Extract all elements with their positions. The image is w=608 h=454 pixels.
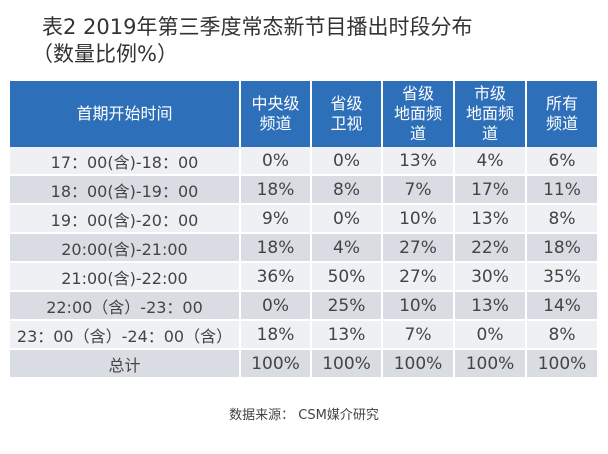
percentage-cell: 8% bbox=[526, 320, 597, 350]
column-header-label: 中央级 bbox=[251, 94, 300, 113]
table-row: 21:00(含)-22:00 36% 50% 27% 30% 35% bbox=[10, 262, 597, 292]
percentage-cell: 0% bbox=[240, 291, 312, 321]
column-header: 市级 地面频道 bbox=[454, 81, 527, 147]
percentage-cell: 36% bbox=[240, 262, 312, 292]
column-header: 所有 频道 bbox=[526, 81, 597, 147]
percentage-cell: 18% bbox=[240, 175, 312, 205]
title-line-2: （数量比例%） bbox=[32, 42, 178, 66]
percentage-cell: 100% bbox=[454, 349, 527, 379]
column-header-label: 所有 bbox=[545, 94, 578, 113]
percentage-cell: 10% bbox=[382, 291, 455, 321]
percentage-cell: 17% bbox=[454, 175, 527, 205]
percentage-cell: 8% bbox=[526, 204, 597, 234]
column-header: 省级 卫视 bbox=[311, 81, 383, 147]
table-row: 22:00（含）-23：00 0% 25% 10% 13% 14% bbox=[10, 291, 597, 321]
time-slot-cell: 17：00(含)-18：00 bbox=[10, 147, 241, 176]
percentage-cell: 9% bbox=[240, 204, 312, 234]
source-note: 数据来源： CSM媒介研究 bbox=[229, 408, 379, 423]
percentage-cell: 100% bbox=[526, 349, 597, 379]
percentage-cell: 6% bbox=[526, 147, 597, 176]
percentage-cell: 0% bbox=[311, 204, 383, 234]
percentage-cell: 100% bbox=[311, 349, 383, 379]
percentage-cell: 7% bbox=[382, 320, 455, 350]
percentage-cell: 13% bbox=[454, 291, 527, 321]
column-header-label: 省级 bbox=[401, 84, 434, 103]
column-header-label: 道 bbox=[409, 124, 426, 143]
percentage-cell: 13% bbox=[311, 320, 383, 350]
time-slot-cell: 22:00（含）-23：00 bbox=[10, 291, 241, 321]
table-title: 表2 2019年第三季度常态新节目播出时段分布 （数量比例%） bbox=[32, 14, 582, 68]
percentage-cell: 4% bbox=[454, 147, 527, 176]
percentage-cell: 14% bbox=[526, 291, 597, 321]
percentage-cell: 13% bbox=[382, 147, 455, 176]
table-row: 18：00(含)-19：00 18% 8% 7% 17% 11% bbox=[10, 175, 597, 205]
percentage-cell: 27% bbox=[382, 233, 455, 263]
column-header-label: 地面频 bbox=[465, 104, 514, 123]
table-body: 17：00(含)-18：00 0% 0% 13% 4% 6% 18：00(含)-19：00 1… bbox=[10, 147, 597, 379]
percentage-cell: 13% bbox=[454, 204, 527, 234]
percentage-cell: 10% bbox=[382, 204, 455, 234]
column-header: 省级 地面频道 bbox=[382, 81, 455, 147]
percentage-cell: 8% bbox=[311, 175, 383, 205]
percentage-cell: 100% bbox=[240, 349, 312, 379]
percentage-cell: 25% bbox=[311, 291, 383, 321]
percentage-cell: 18% bbox=[240, 233, 312, 263]
table-row: 23：00（含）-24：00（含） 18% 13% 7% 0% 8% bbox=[10, 320, 597, 350]
data-table: 首期开始时间 中央级 频道 省级 卫视 省级 地面频道市级 地面频道所有 频道 17：00(含)… bbox=[10, 81, 597, 379]
percentage-cell: 27% bbox=[382, 262, 455, 292]
percentage-cell: 18% bbox=[526, 233, 597, 263]
table-header-row: 首期开始时间 中央级 频道 省级 卫视 省级 地面频道市级 地面频道所有 频道 bbox=[10, 81, 597, 147]
time-slot-cell: 21:00(含)-22:00 bbox=[10, 262, 241, 292]
percentage-cell: 7% bbox=[382, 175, 455, 205]
table-row: 19：00(含)-20：00 9% 0% 10% 13% 8% bbox=[10, 204, 597, 234]
title-line-1: 表2 2019年第三季度常态新节目播出时段分布 bbox=[42, 15, 473, 39]
column-header-label: 首期开始时间 bbox=[76, 104, 173, 123]
percentage-cell: 0% bbox=[454, 320, 527, 350]
total-row: 总计 100% 100% 100% 100% 100% bbox=[10, 349, 597, 379]
percentage-cell: 30% bbox=[454, 262, 527, 292]
time-slot-cell: 23：00（含）-24：00（含） bbox=[10, 320, 241, 350]
column-header-label: 市级 bbox=[473, 84, 506, 103]
column-header-label: 道 bbox=[481, 124, 498, 143]
percentage-cell: 0% bbox=[311, 147, 383, 176]
table-row: 17：00(含)-18：00 0% 0% 13% 4% 6% bbox=[10, 147, 597, 176]
column-header: 首期开始时间 bbox=[10, 81, 241, 147]
time-slot-cell: 总计 bbox=[10, 349, 241, 379]
percentage-cell: 11% bbox=[526, 175, 597, 205]
column-header-label: 频道 bbox=[259, 114, 292, 133]
percentage-cell: 35% bbox=[526, 262, 597, 292]
percentage-cell: 4% bbox=[311, 233, 383, 263]
percentage-cell: 18% bbox=[240, 320, 312, 350]
percentage-cell: 22% bbox=[454, 233, 527, 263]
time-slot-cell: 18：00(含)-19：00 bbox=[10, 175, 241, 205]
percentage-cell: 0% bbox=[240, 147, 312, 176]
column-header-label: 卫视 bbox=[330, 114, 363, 133]
column-header-label: 频道 bbox=[545, 114, 578, 133]
percentage-cell: 50% bbox=[311, 262, 383, 292]
column-header: 中央级 频道 bbox=[240, 81, 312, 147]
column-header-label: 地面频 bbox=[393, 104, 442, 123]
time-slot-cell: 20:00(含)-21:00 bbox=[10, 233, 241, 263]
time-slot-cell: 19：00(含)-20：00 bbox=[10, 204, 241, 234]
percentage-cell: 100% bbox=[382, 349, 455, 379]
table-row: 20:00(含)-21:00 18% 4% 27% 22% 18% bbox=[10, 233, 597, 263]
column-header-label: 省级 bbox=[330, 94, 363, 113]
